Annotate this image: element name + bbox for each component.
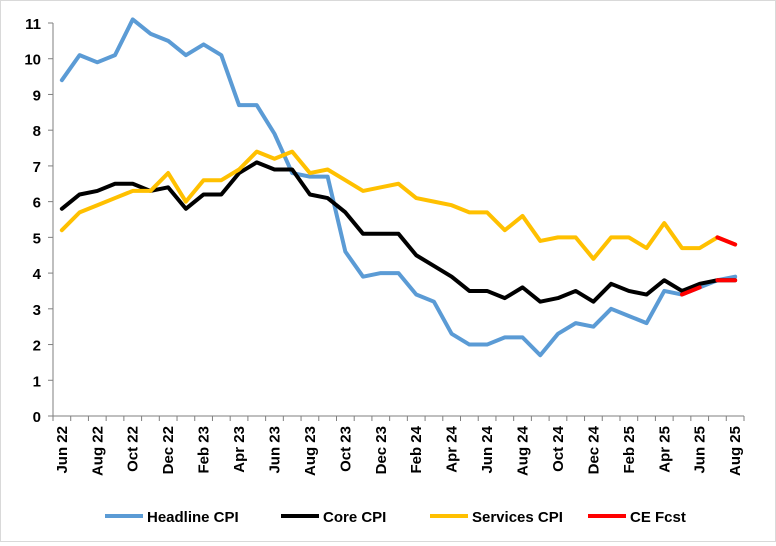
- legend-label: Services CPI: [472, 509, 563, 526]
- legend-label: Core CPI: [323, 509, 386, 526]
- x-tick-label: Oct 24: [550, 425, 567, 472]
- legend-item-core-cpi: Core CPI: [281, 509, 386, 526]
- y-tick-label: 7: [33, 159, 41, 176]
- x-tick-label: Aug 25: [727, 426, 744, 476]
- x-tick-label: Aug 24: [515, 425, 532, 476]
- services-cpi-line: [59, 149, 738, 261]
- x-tick-label: Oct 23: [337, 426, 354, 472]
- axes: 0 1 2 3 4 5 6 7 8 9 10 11 Jun 22 Aug 22 Oct 22 Dec 22 Fe…: [24, 16, 745, 476]
- x-tick-label: Dec 24: [585, 425, 602, 474]
- forecast-extra-line: [715, 235, 738, 247]
- x-tick-label: Feb 24: [408, 425, 425, 473]
- x-tick-label: Feb 25: [621, 426, 638, 474]
- y-tick-label: 5: [33, 230, 41, 247]
- y-tick-label: 2: [33, 338, 41, 355]
- x-tick-label: Oct 22: [125, 426, 142, 472]
- series-lines: [59, 17, 738, 358]
- legend-item-ce-fcst: CE Fcst: [588, 509, 686, 526]
- y-tick-label: 8: [33, 123, 41, 140]
- x-tick-label: Apr 24: [444, 425, 461, 472]
- x-tick-label: Jun 22: [54, 426, 71, 474]
- x-tick-label: Dec 23: [373, 426, 390, 474]
- x-tick-label: Feb 23: [196, 426, 213, 474]
- x-tick-label: Jun 25: [692, 426, 709, 474]
- headline-cpi-line: [59, 17, 738, 358]
- core-cpi-line: [59, 160, 738, 304]
- y-tick-label: 0: [33, 409, 41, 426]
- x-tick-label: Aug 22: [89, 426, 106, 476]
- x-tick-label: Jun 24: [479, 425, 496, 473]
- y-tick-label: 3: [33, 302, 41, 319]
- y-tick-label: 9: [33, 87, 41, 104]
- legend-label: Headline CPI: [147, 509, 239, 526]
- x-tick-label: Jun 23: [266, 426, 283, 474]
- y-tick-label: 10: [24, 52, 41, 69]
- legend-item-headline-cpi: Headline CPI: [105, 509, 239, 526]
- y-tick-label: 11: [25, 16, 41, 33]
- x-tick-label: Dec 22: [160, 426, 177, 474]
- legend-item-services-cpi: Services CPI: [430, 509, 563, 526]
- y-tick-label: 4: [33, 266, 42, 283]
- x-tick-label: Aug 23: [302, 426, 319, 476]
- ce-fcst-line: [679, 285, 702, 297]
- x-tick-label: Apr 23: [231, 426, 248, 473]
- y-tick-label: 1: [33, 373, 41, 390]
- legend: Headline CPI Core CPI Services CPI CE Fcst: [105, 509, 686, 526]
- x-tick-label: Apr 25: [656, 426, 673, 473]
- y-tick-label: 6: [33, 195, 41, 212]
- legend-label: CE Fcst: [630, 509, 686, 526]
